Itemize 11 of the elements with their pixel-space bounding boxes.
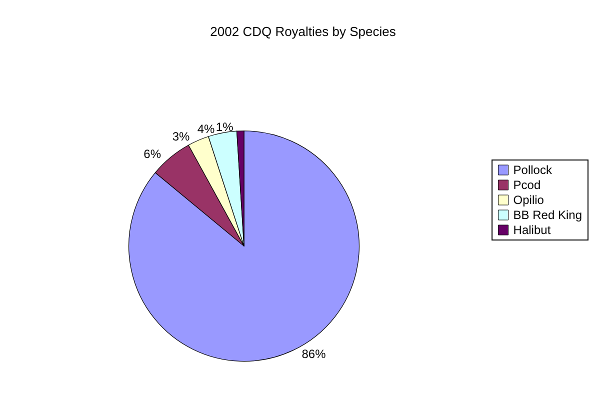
data-label: 6% — [144, 147, 162, 162]
data-label: 4% — [197, 122, 215, 136]
legend-label: BB Red King — [513, 208, 582, 222]
chart-title: 2002 CDQ Royalties by Species — [210, 24, 396, 39]
legend-label: Pcod — [513, 178, 541, 192]
data-label: 1% — [216, 120, 234, 134]
legend-label: Halibut — [513, 223, 552, 237]
legend-label: Pollock — [513, 163, 553, 177]
data-label: 86% — [302, 346, 326, 361]
legend-label: Opilio — [513, 193, 544, 207]
data-label: 3% — [172, 130, 190, 144]
